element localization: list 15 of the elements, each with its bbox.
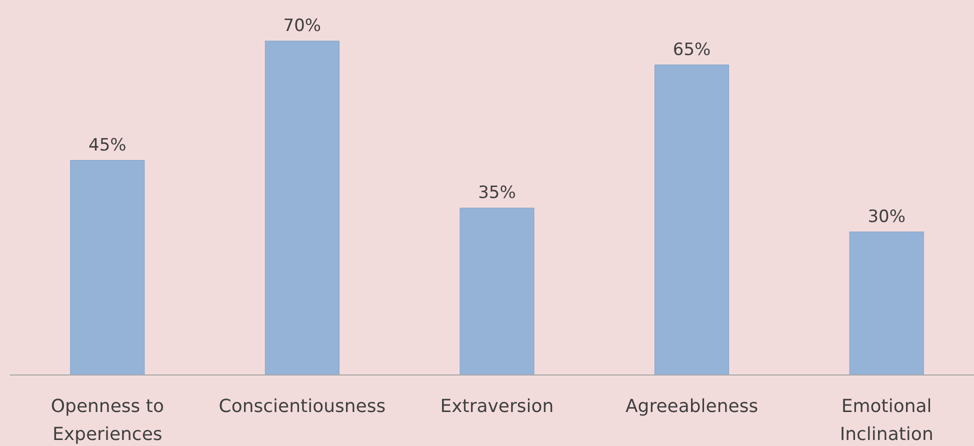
- bar: [264, 40, 340, 376]
- x-tick-label: Emotional Inclination: [840, 396, 934, 445]
- x-tick-label: Conscientiousness: [218, 396, 386, 417]
- bar: [70, 160, 145, 376]
- bar: [460, 208, 534, 376]
- data-label: 30%: [868, 206, 906, 227]
- data-label: 65%: [672, 40, 711, 60]
- x-tick-label: Extraversion: [440, 396, 554, 417]
- x-tick-label: Agreeableness: [625, 396, 758, 417]
- x-tick-label: Openness to Experiences: [50, 396, 164, 445]
- bar: [849, 232, 924, 376]
- data-label: 35%: [478, 183, 516, 203]
- data-label: 70%: [283, 16, 322, 36]
- data-label: 45%: [88, 135, 126, 156]
- bar: [654, 64, 730, 376]
